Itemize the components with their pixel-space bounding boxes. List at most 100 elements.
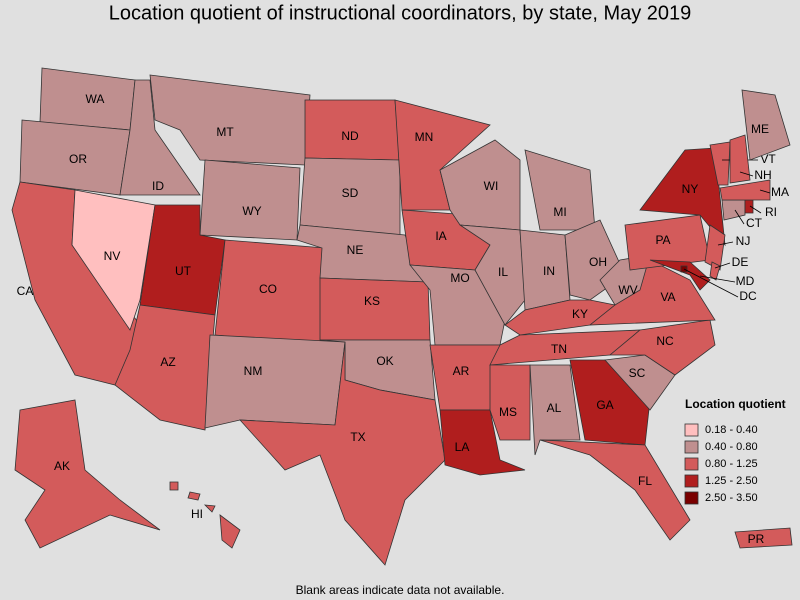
- state: [649, 259, 711, 291]
- state-label: AR: [453, 364, 470, 378]
- legend: 0.18 - 0.40 0.40 - 0.80 0.80 - 1.25 1.25 - …: [684, 423, 758, 505]
- leader-line: [699, 275, 736, 283]
- state: [529, 364, 581, 456]
- state-label: AK: [54, 459, 70, 473]
- state-label: VT: [760, 152, 776, 166]
- state: [14, 399, 161, 549]
- state-label: TN: [551, 342, 567, 356]
- state-label: AL: [547, 401, 562, 415]
- leader-line: [717, 241, 734, 246]
- leader-line: [739, 171, 754, 177]
- state-label: NJ: [736, 234, 751, 248]
- state: [539, 439, 691, 541]
- state-label: NY: [682, 182, 699, 196]
- state-label: MD: [736, 274, 755, 288]
- state-label: TX: [350, 430, 365, 444]
- state-label: MS: [499, 405, 517, 419]
- state-label: OR: [69, 152, 87, 166]
- leader-line: [759, 189, 771, 194]
- state-label: WY: [242, 204, 261, 218]
- state-label: WA: [86, 92, 105, 106]
- legend-label: 0.40 - 0.80: [705, 441, 758, 453]
- state-label: CO: [259, 282, 277, 296]
- state-label: OH: [589, 255, 607, 269]
- state: [114, 304, 216, 431]
- state-label: NC: [656, 334, 674, 348]
- leader-line: [683, 268, 739, 298]
- state-label: LA: [455, 440, 470, 454]
- states: WA OR CA NV ID MT WY UT AZ CO NM ND SD NE KS OK TX MN IA MO…: [11, 67, 793, 566]
- state: [71, 189, 156, 331]
- state-label: PA: [655, 233, 670, 247]
- legend-title: Location quotient: [685, 397, 786, 411]
- state: [199, 159, 301, 241]
- legend-swatch: [684, 474, 699, 488]
- state: [588, 259, 716, 326]
- state-label: PR: [748, 532, 765, 546]
- state-label: FL: [638, 474, 652, 488]
- state-label: GA: [596, 398, 613, 412]
- state: [709, 141, 731, 186]
- state-label: MN: [415, 130, 434, 144]
- state-label: WI: [484, 179, 499, 193]
- state: [729, 134, 751, 184]
- legend-swatch: [684, 491, 699, 505]
- leader-line: [734, 209, 745, 225]
- state-label: DC: [739, 289, 757, 303]
- state-label: MI: [553, 205, 566, 219]
- legend-swatch: [684, 423, 699, 437]
- state: [719, 179, 771, 201]
- state-label: DE: [732, 255, 749, 269]
- state-label: IA: [435, 229, 446, 243]
- leader-line: [749, 205, 762, 214]
- footnote: Blank areas indicate data not available.: [296, 583, 505, 597]
- state-label: MT: [216, 125, 234, 139]
- legend-swatch: [684, 440, 699, 454]
- state-label: KY: [572, 307, 588, 321]
- state: [741, 89, 791, 161]
- state: [704, 224, 726, 271]
- legend-label: 0.18 - 0.40: [705, 424, 758, 436]
- state: [119, 79, 201, 196]
- state: [319, 277, 431, 341]
- state-label: KS: [364, 294, 380, 308]
- state-label: HI: [191, 507, 203, 521]
- state-label: OK: [376, 354, 393, 368]
- state: [169, 481, 241, 549]
- state-label: CA: [17, 284, 34, 298]
- state: [608, 319, 716, 376]
- state-label: NV: [104, 249, 121, 263]
- state: [149, 74, 311, 166]
- state-label: ND: [341, 129, 359, 143]
- state-label: MO: [450, 271, 469, 285]
- state: [709, 261, 721, 281]
- state-label: AZ: [160, 355, 175, 369]
- state-label: IN: [543, 264, 555, 278]
- state-label: ID: [152, 179, 164, 193]
- state: [204, 334, 346, 429]
- map-title: Location quotient of instructional coord…: [109, 2, 692, 24]
- state: [489, 364, 531, 441]
- state: [734, 527, 793, 549]
- state-label: UT: [175, 264, 192, 278]
- state: [639, 147, 726, 247]
- leader-line: [714, 262, 731, 269]
- state-label: VA: [660, 290, 675, 304]
- state: [744, 199, 754, 214]
- state-label: NH: [754, 168, 771, 182]
- state-label: MA: [771, 185, 789, 199]
- legend-label: 1.25 - 2.50: [705, 475, 758, 487]
- state: [504, 299, 616, 336]
- state-label: SD: [342, 186, 359, 200]
- state: [239, 341, 446, 566]
- state-label: CT: [746, 216, 763, 230]
- state-label: NM: [244, 364, 263, 378]
- state-label: WV: [618, 283, 637, 297]
- legend-swatch: [684, 457, 699, 471]
- legend-label: 2.50 - 3.50: [705, 492, 758, 504]
- state-label: ME: [751, 122, 769, 136]
- legend-label: 0.80 - 1.25: [705, 458, 758, 470]
- state-label: SC: [629, 366, 646, 380]
- state-label: NE: [347, 243, 364, 257]
